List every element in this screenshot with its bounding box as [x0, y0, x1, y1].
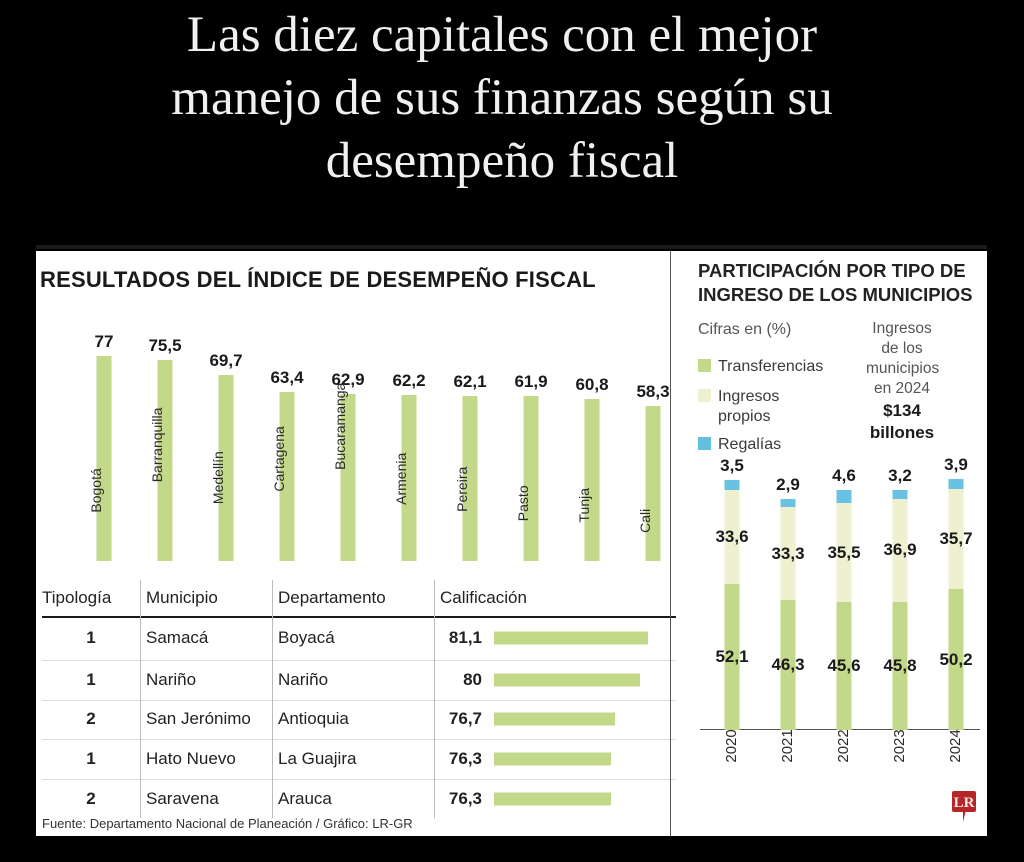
svg-text:LR: LR — [954, 795, 975, 811]
